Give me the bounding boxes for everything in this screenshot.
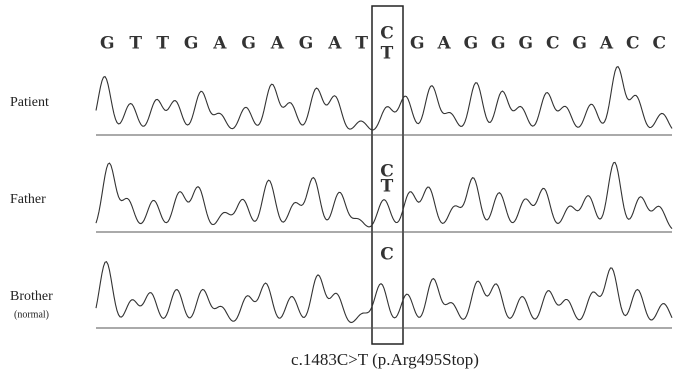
- row-label: Patient: [10, 95, 49, 110]
- background: [0, 0, 676, 373]
- row-label: Father: [10, 192, 46, 207]
- row-label: Brother: [10, 289, 53, 304]
- row-note: (normal): [14, 309, 49, 320]
- caption: c.1483C>T (p.Arg495Stop): [291, 350, 479, 369]
- figure: GTTGAGAGAT GAGGGCGACC c.1483C>T (p.Arg49…: [0, 0, 676, 373]
- base-call: C: [380, 245, 394, 265]
- base-call: T: [381, 44, 394, 64]
- base-call: T: [381, 177, 394, 197]
- base-call: C: [380, 24, 394, 44]
